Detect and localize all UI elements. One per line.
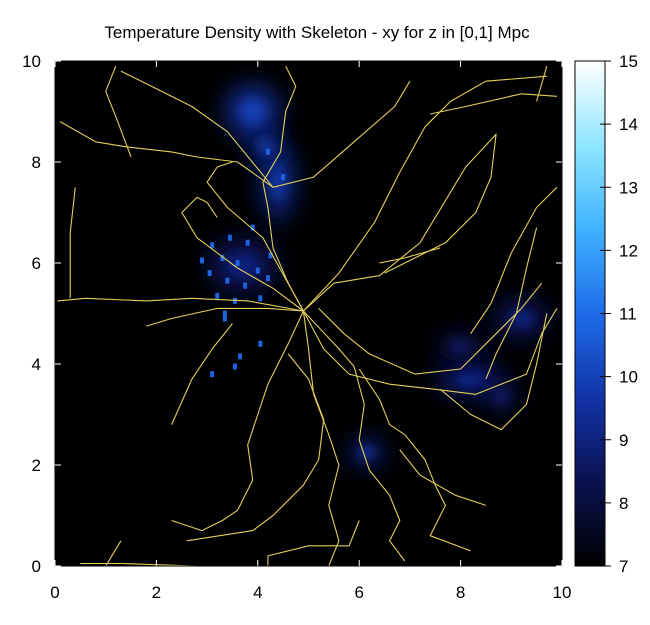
hot-pixel bbox=[210, 242, 215, 249]
hot-pixel bbox=[265, 148, 270, 155]
skeleton-layer bbox=[57, 65, 558, 566]
skeleton-filament bbox=[80, 562, 198, 566]
chart-title: Temperature Density with Skeleton - xy f… bbox=[104, 23, 530, 42]
x-tick-label: 8 bbox=[456, 583, 465, 602]
plot-frame-ticks bbox=[54, 60, 563, 567]
plot-background bbox=[55, 61, 562, 566]
skeleton-filament bbox=[536, 65, 548, 102]
density-blob-core bbox=[508, 309, 534, 328]
y-tick-label: 0 bbox=[32, 557, 41, 576]
density-blob-core bbox=[449, 339, 473, 354]
hot-pixel bbox=[222, 310, 227, 317]
skeleton-filament bbox=[302, 310, 340, 566]
hot-pixel bbox=[250, 224, 255, 231]
density-blob-core bbox=[240, 99, 266, 124]
density-blob-core bbox=[493, 390, 510, 404]
density-blob-core bbox=[270, 164, 287, 201]
skeleton-filament bbox=[399, 449, 487, 506]
hot-pixel bbox=[200, 257, 205, 264]
skeleton-filament bbox=[358, 368, 471, 552]
skeleton-filament bbox=[206, 161, 304, 312]
y-tick-label: 10 bbox=[22, 52, 41, 71]
colorbar-tick-label: 10 bbox=[619, 368, 638, 387]
skeleton-filament bbox=[120, 70, 274, 188]
skeleton-filament bbox=[146, 307, 304, 327]
skeleton-filament bbox=[302, 308, 558, 395]
skeleton-filament bbox=[430, 93, 557, 115]
skeleton-filament bbox=[267, 520, 360, 566]
skeleton-filament bbox=[186, 353, 325, 542]
hot-pixel bbox=[258, 340, 263, 347]
hot-pixel bbox=[215, 292, 220, 299]
colorbar-tick-label: 13 bbox=[619, 178, 638, 197]
density-blob-core bbox=[454, 371, 487, 388]
colorbar-tick-label: 7 bbox=[619, 557, 628, 576]
colorbar-tick-label: 15 bbox=[619, 52, 638, 71]
hot-pixel bbox=[255, 267, 260, 274]
colorbar-tick-label: 8 bbox=[619, 494, 628, 513]
skeleton-filament bbox=[69, 187, 76, 299]
skeleton-filament bbox=[105, 540, 122, 566]
colorbar-axis: 7 8 9 10 11 12 13 14 15 bbox=[600, 52, 638, 576]
y-tick-label: 2 bbox=[32, 456, 41, 475]
skeleton-filament bbox=[302, 310, 406, 562]
skeleton-filament bbox=[302, 75, 547, 312]
hot-pixel bbox=[232, 363, 237, 370]
plot-frame bbox=[54, 60, 563, 567]
skeleton-filament bbox=[181, 196, 304, 312]
hot-pixel bbox=[235, 260, 240, 266]
hot-pixel bbox=[222, 315, 227, 322]
hot-pixel bbox=[232, 297, 237, 304]
skeleton-filament bbox=[57, 297, 304, 312]
hot-pixel bbox=[210, 371, 215, 378]
density-blob-core bbox=[258, 140, 273, 154]
hot-pixel bbox=[225, 277, 230, 284]
x-axis: 0 2 4 6 8 10 bbox=[50, 583, 571, 602]
hot-pixel bbox=[227, 234, 232, 241]
colorbar-tick-label: 11 bbox=[619, 305, 637, 324]
hot-pixel bbox=[265, 275, 270, 282]
skeleton-filament bbox=[318, 282, 543, 375]
skeleton-filament bbox=[485, 227, 538, 380]
x-tick-label: 2 bbox=[152, 583, 161, 602]
skeleton-filament bbox=[272, 80, 411, 188]
x-tick-label: 10 bbox=[553, 583, 572, 602]
skeleton-filament bbox=[379, 247, 441, 264]
skeleton-filament bbox=[59, 121, 274, 188]
hot-pixel bbox=[258, 295, 263, 302]
y-tick-label: 4 bbox=[32, 355, 41, 374]
skeleton-filament bbox=[262, 65, 304, 312]
skeleton-filament bbox=[105, 65, 132, 158]
skeleton-filament bbox=[439, 313, 548, 431]
hot-pixel bbox=[268, 252, 273, 259]
hot-pixel bbox=[220, 254, 225, 261]
x-tick-label: 6 bbox=[354, 583, 363, 602]
skeleton-filament bbox=[303, 133, 497, 312]
density-blob-core bbox=[358, 446, 375, 459]
colorbar-tick-label: 14 bbox=[619, 115, 638, 134]
hot-pixel bbox=[245, 239, 250, 246]
hot-pixel bbox=[243, 282, 248, 289]
y-tick-label: 8 bbox=[32, 153, 41, 172]
hot-pixel-layer bbox=[200, 148, 286, 378]
skeleton-filament bbox=[171, 323, 233, 425]
skeleton-filament bbox=[171, 310, 304, 532]
y-tick-label: 6 bbox=[32, 254, 41, 273]
x-tick-label: 0 bbox=[50, 583, 59, 602]
density-blob-core bbox=[226, 253, 259, 279]
skeleton-filament bbox=[470, 186, 558, 335]
colorbar-tick-label: 9 bbox=[619, 431, 628, 450]
x-tick-label: 4 bbox=[253, 583, 262, 602]
hot-pixel bbox=[238, 353, 243, 360]
hot-pixel bbox=[281, 174, 286, 181]
colorbar-tick-label: 12 bbox=[619, 241, 638, 260]
y-axis: 0 2 4 6 8 10 bbox=[22, 52, 41, 576]
hot-pixel bbox=[207, 270, 212, 277]
